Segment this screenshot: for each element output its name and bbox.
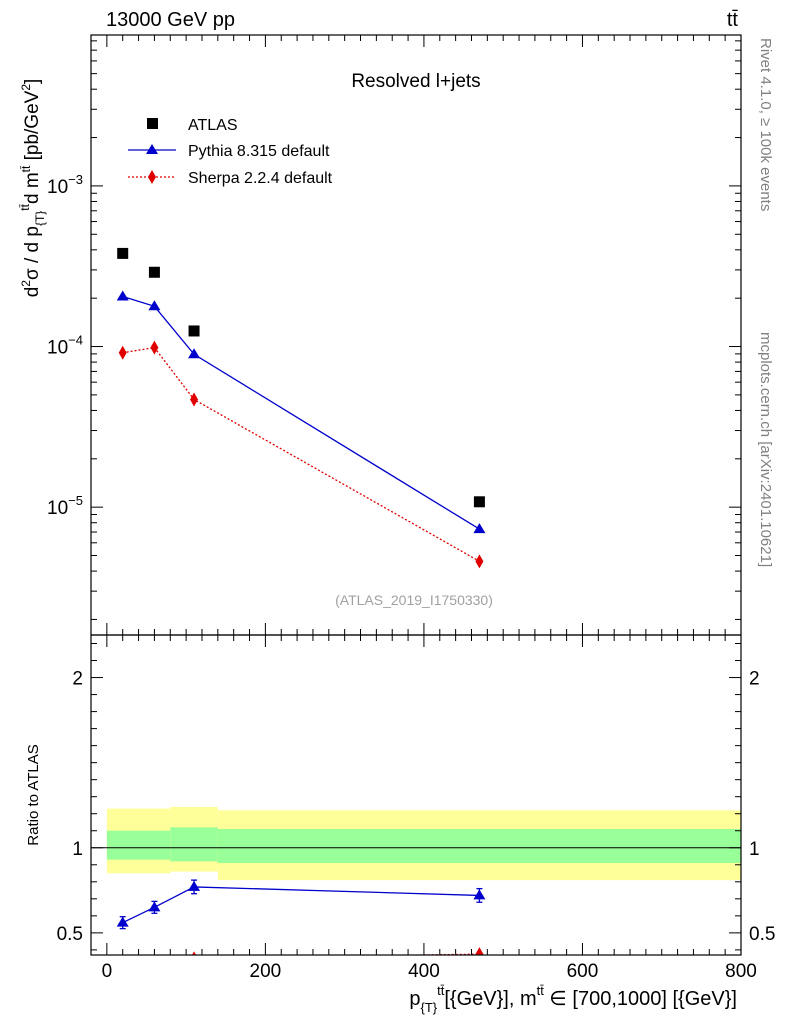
main-point-0-1 <box>148 266 160 278</box>
x-tick-label: 200 <box>250 961 282 982</box>
legend-pythia-label: Pythia 8.315 default <box>188 143 330 160</box>
ratio-y-tick-label-right: 1 <box>749 839 760 860</box>
ratio-point-0-0 <box>116 916 129 927</box>
main-y-axis-label: d2σ / d p{T}tt̄d mtt̄ [pb/GeV2] <box>18 79 47 298</box>
x-tick-label: 0 <box>102 961 113 982</box>
main-y-tick-labels: 10−3 10−4 10−5 <box>47 172 83 519</box>
x-tick-label: 800 <box>725 961 757 982</box>
main-point-1-1 <box>148 300 161 311</box>
ratio-band-inner-2 <box>217 829 741 864</box>
main-point-0-0 <box>117 247 129 259</box>
x-tick-label: 600 <box>567 961 599 982</box>
legend-atlas-marker <box>147 118 158 129</box>
ratio-series-line-0 <box>122 886 480 924</box>
main-axis-ticks <box>90 35 742 635</box>
legend-atlas-label: ATLAS <box>188 117 238 134</box>
ratio-point-0-3 <box>473 889 486 900</box>
ratio-point-0-2 <box>188 880 201 891</box>
source-label: mcplots.cern.ch [arXiv:2401.10621] <box>757 332 774 567</box>
ratio-y-tick-label-left: 0.5 <box>57 924 83 945</box>
main-point-2-2 <box>190 392 199 407</box>
main-point-0-2 <box>188 325 200 337</box>
ratio-y-tick-label-left: 2 <box>72 669 83 690</box>
ratio-point-1-2 <box>191 951 197 955</box>
x-axis-label: p{T}tt̄[{GeV}], mtt̄ ∈ [700,1000] [{GeV}… <box>409 983 737 1015</box>
legend: ATLAS Pythia 8.315 default Sherpa 2.2.4 … <box>128 117 333 187</box>
main-title: Resolved l+jets <box>351 71 480 92</box>
analysis-reference: (ATLAS_2019_I1750330) <box>335 592 493 608</box>
x-tick-label: 400 <box>408 961 440 982</box>
ratio-band-inner-1 <box>170 827 218 862</box>
main-point-1-2 <box>188 348 201 359</box>
main-series-line-1 <box>122 295 480 530</box>
legend-pythia-marker <box>146 144 158 154</box>
main-point-2-0 <box>118 345 127 360</box>
ratio-axis-ticks <box>90 635 742 955</box>
main-y-tick-label: 10−4 <box>47 333 83 359</box>
main-point-1-3 <box>473 523 486 534</box>
main-plot-area <box>116 247 486 569</box>
main-point-1-0 <box>116 290 129 301</box>
main-point-2-1 <box>150 340 159 355</box>
main-point-0-3 <box>473 496 485 508</box>
main-y-tick-label: 10−3 <box>47 172 83 198</box>
ratio-y-tick-label-left: 1 <box>72 839 83 860</box>
legend-sherpa-label: Sherpa 2.2.4 default <box>188 170 333 187</box>
ratio-band-inner-0 <box>106 830 171 860</box>
ratio-point-1-3 <box>475 947 484 955</box>
main-point-2-3 <box>475 554 484 569</box>
legend-sherpa-marker <box>148 170 156 184</box>
ratio-point-1-1 <box>154 954 155 955</box>
ratio-point-1-0 <box>119 968 127 982</box>
ratio-point-0-1 <box>148 901 161 912</box>
ratio-y-tick-label-right: 2 <box>749 669 760 690</box>
ratio-plot-area <box>91 806 741 982</box>
process-label: tt̄ <box>727 9 739 31</box>
rivet-label: Rivet 4.1.0, ≥ 100k events <box>757 38 774 211</box>
ratio-frame <box>90 634 742 956</box>
ratio-y-axis-label: Ratio to ATLAS <box>25 744 42 845</box>
ratio-tick-labels: 0 200 400 600 800 0.5 0.5 1 1 2 2 <box>57 669 776 982</box>
ratio-y-tick-label-right: 0.5 <box>749 924 775 945</box>
main-series-line-2 <box>122 346 480 562</box>
main-y-tick-label: 10−5 <box>47 493 83 519</box>
energy-label: 13000 GeV pp <box>106 9 235 31</box>
